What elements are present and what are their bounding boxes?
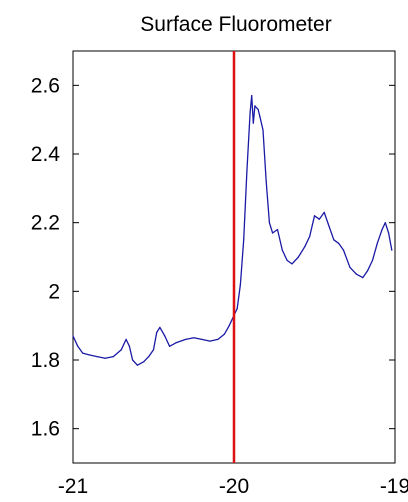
data-point [318, 218, 320, 220]
data-point [391, 249, 393, 251]
data-point [185, 338, 187, 340]
x-tick-label: -21 [58, 475, 88, 498]
data-point [257, 108, 259, 110]
data-point [209, 340, 211, 342]
data-point [82, 352, 84, 354]
data-point [148, 356, 150, 358]
data-point [239, 283, 241, 286]
data-point [236, 307, 238, 310]
data-point [371, 259, 374, 261]
axis-ticks: -21 -20 -19 1.6 1.8 2 2.2 2.4 2.6 [31, 51, 408, 498]
data-point [136, 364, 138, 366]
data-point [304, 246, 306, 248]
y-tick-label: 2.6 [31, 74, 60, 97]
data-point [328, 225, 330, 227]
data-point [125, 338, 127, 340]
data-point [193, 337, 195, 339]
data-point [175, 342, 177, 344]
series-line [72, 94, 393, 366]
data-point [297, 256, 299, 258]
data-point [342, 249, 345, 251]
y-tick-label: 2.4 [31, 143, 61, 166]
data-point [164, 335, 166, 337]
data-point [333, 239, 335, 241]
data-point [276, 228, 279, 231]
data-point [272, 232, 274, 234]
data-point [143, 361, 145, 363]
data-point [128, 345, 130, 347]
data-point [367, 270, 369, 272]
data-series [72, 94, 393, 366]
data-point [381, 228, 383, 231]
data-point [96, 356, 98, 358]
data-point [281, 249, 283, 251]
data-point [376, 242, 378, 244]
data-point [252, 122, 254, 124]
data-point [243, 239, 245, 241]
data-point [249, 112, 251, 114]
data-point [388, 232, 390, 234]
data-point [88, 354, 90, 356]
x-tick-label: -19 [380, 475, 408, 498]
y-tick-label: 2 [48, 280, 60, 303]
data-point [254, 105, 256, 107]
data-point [169, 345, 171, 347]
data-point [251, 95, 253, 97]
chart-title: Surface Fluorometer [140, 13, 331, 36]
data-point [201, 338, 203, 340]
data-point [384, 222, 386, 224]
data-point [349, 266, 351, 268]
data-point [104, 357, 106, 359]
x-tick-label: -20 [219, 475, 249, 498]
data-point [362, 277, 364, 279]
data-point [132, 359, 134, 361]
data-point [152, 349, 155, 351]
data-point [286, 259, 288, 261]
data-point [217, 338, 219, 340]
data-point [309, 235, 311, 237]
data-point [268, 222, 270, 224]
data-point [159, 326, 161, 328]
data-point [120, 349, 122, 351]
data-point [72, 335, 74, 337]
data-point [112, 356, 114, 358]
data-point [156, 331, 158, 334]
data-point [313, 215, 316, 217]
data-point [355, 273, 357, 275]
data-point [228, 325, 230, 327]
data-point [259, 115, 261, 117]
data-point [262, 129, 264, 131]
y-tick-label: 2.2 [31, 212, 60, 235]
data-point [338, 242, 340, 244]
data-point [323, 211, 325, 213]
y-tick-label: 1.8 [31, 349, 60, 372]
data-point [291, 263, 293, 265]
data-point [77, 345, 79, 347]
y-tick-label: 1.6 [31, 418, 60, 441]
data-point [246, 170, 248, 172]
data-point [265, 180, 267, 183]
data-point [223, 333, 225, 335]
